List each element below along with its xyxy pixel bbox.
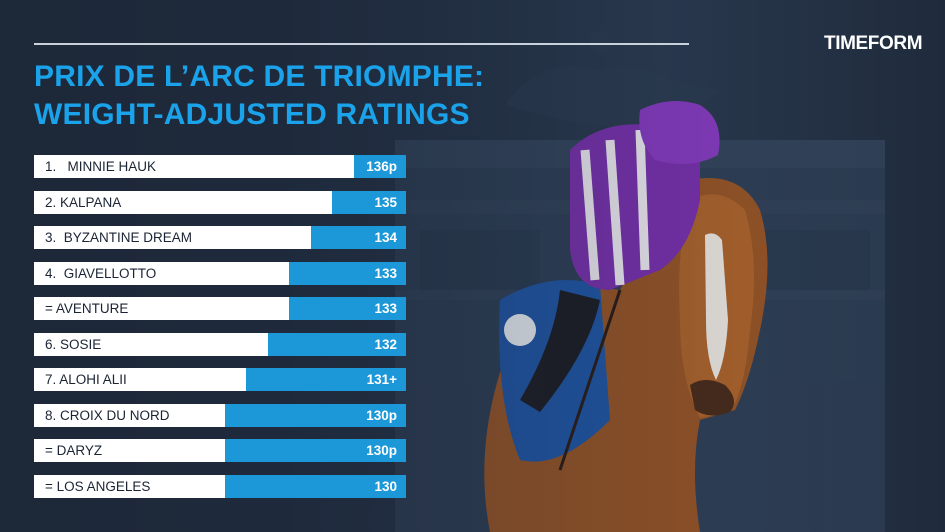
bar-row: 8. CROIX DU NORD 130p (34, 404, 406, 427)
chart-title-line-1: PRIX DE L’ARC DE TRIOMPHE: (34, 60, 485, 93)
bar-row: 6. SOSIE 132 (34, 333, 406, 356)
bar-row: = AVENTURE 133 (34, 297, 406, 320)
bar (225, 439, 406, 462)
bar-row: = DARYZ 130p (34, 439, 406, 462)
top-rule (34, 43, 689, 45)
data-label: 131+ (366, 372, 397, 387)
bar (268, 333, 406, 356)
bar-row: 4. GIAVELLOTTO 133 (34, 262, 406, 285)
category-label: 7. ALOHI ALII (45, 372, 127, 387)
category-label: 8. CROIX DU NORD (45, 408, 170, 423)
bar-row: 3. BYZANTINE DREAM 134 (34, 226, 406, 249)
timeform-logo: TIMEFORM (824, 33, 923, 54)
category-label: = AVENTURE (45, 301, 129, 316)
data-label: 134 (374, 230, 397, 245)
bar-row: 2. KALPANA 135 (34, 191, 406, 214)
bar (225, 475, 406, 498)
data-label: 130 (374, 479, 397, 494)
bar-row: 7. ALOHI ALII 131+ (34, 368, 406, 391)
bar (289, 262, 406, 285)
category-label: 6. SOSIE (45, 337, 102, 352)
data-label: 133 (374, 266, 397, 281)
data-label: 132 (374, 337, 397, 352)
data-label: 136p (366, 159, 397, 174)
bar-row: = LOS ANGELES 130 (34, 475, 406, 498)
bar (246, 368, 406, 391)
data-label: 130p (366, 443, 397, 458)
bar (289, 297, 406, 320)
bar (332, 191, 406, 214)
bar (225, 404, 406, 427)
category-label: = DARYZ (45, 443, 103, 458)
category-label: 4. GIAVELLOTTO (45, 266, 157, 281)
data-label: 133 (374, 301, 397, 316)
chart-title-line-2: WEIGHT-ADJUSTED RATINGS (34, 98, 470, 131)
bar (354, 155, 406, 178)
bar-row: 1. MINNIE HAUK 136p (34, 155, 406, 178)
category-label: 3. BYZANTINE DREAM (45, 230, 193, 245)
category-label: = LOS ANGELES (45, 479, 151, 494)
data-label: 135 (374, 195, 397, 210)
bar (311, 226, 406, 249)
category-label: 2. KALPANA (45, 195, 122, 210)
data-label: 130p (366, 408, 397, 423)
category-label: 1. MINNIE HAUK (45, 159, 157, 174)
